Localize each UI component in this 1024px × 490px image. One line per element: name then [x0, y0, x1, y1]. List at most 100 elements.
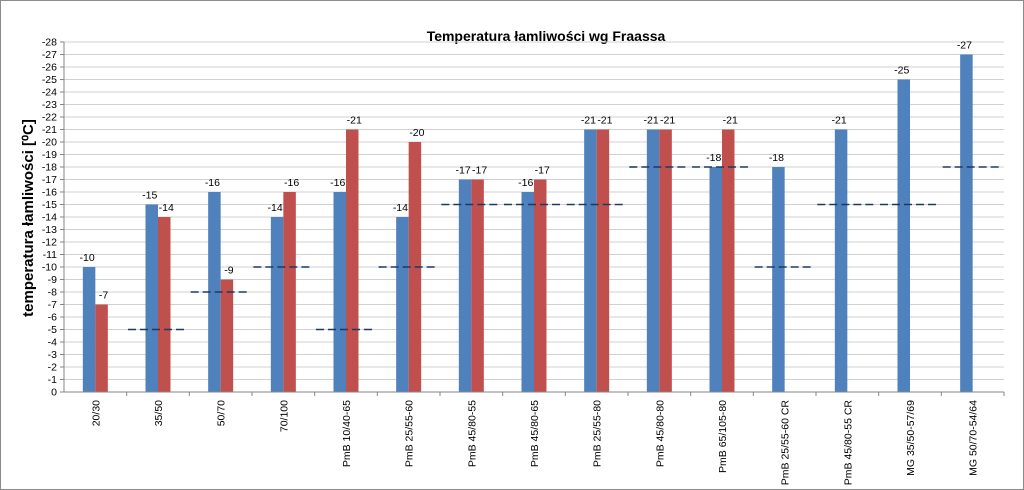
x-tick-label: PmB 25/55-80 — [592, 400, 604, 467]
bar-series-2 — [158, 217, 171, 392]
y-tick-label: -7 — [48, 299, 57, 311]
y-tick-labels: 0-1-2-3-4-5-6-7-8-9-10-11-12-13-14-15-16… — [42, 37, 57, 399]
bar-series-2 — [95, 304, 108, 392]
x-tick-label: 50/70 — [216, 400, 228, 426]
bar-series-2 — [722, 129, 735, 392]
y-tick-label: -28 — [42, 37, 57, 49]
chart-title: Temperatura łamliwości wg Fraassa — [427, 28, 666, 44]
y-tick-label: -11 — [43, 249, 58, 261]
reference-markers — [128, 166, 1003, 331]
x-tick-label: MG 50/70-54/64 — [968, 400, 980, 476]
y-tick-label: -13 — [42, 224, 57, 236]
data-label: -17 — [472, 165, 487, 177]
y-tick-label: -4 — [48, 337, 57, 349]
data-label: -21 — [831, 115, 846, 127]
x-tick-label: PmB 65/105-80 — [717, 400, 729, 473]
data-label: -21 — [643, 115, 658, 127]
y-tick-label: -25 — [42, 74, 57, 86]
data-label: -14 — [393, 202, 408, 214]
bars — [82, 54, 973, 392]
x-tick-label: 20/30 — [90, 400, 102, 426]
data-label: -18 — [769, 152, 784, 164]
x-tick-label: PmB 45/80-80 — [654, 400, 666, 467]
bar-series-1 — [709, 167, 722, 392]
y-tick-label: -2 — [48, 362, 57, 374]
y-tick-label: -19 — [42, 149, 57, 161]
data-label: -16 — [284, 177, 299, 189]
bar-series-1 — [458, 179, 472, 392]
data-label: -18 — [706, 152, 721, 164]
data-label: -10 — [79, 252, 94, 264]
y-tick-label: -22 — [42, 112, 57, 124]
x-tick-label: PmB 45/80-55 — [466, 400, 478, 467]
bar-series-1 — [145, 204, 158, 392]
x-tick-label: 70/100 — [278, 400, 290, 432]
y-axis-label: temperatura łamliwości [⁰C] — [20, 119, 37, 317]
bar-series-1 — [772, 167, 785, 392]
y-tick-label: -12 — [42, 237, 57, 249]
y-tick-label: -9 — [48, 274, 57, 286]
data-label: -21 — [723, 115, 738, 127]
x-tick-label: PmB 25/55-60 CR — [780, 400, 792, 486]
bar-series-2 — [471, 179, 484, 392]
data-label: -16 — [205, 177, 220, 189]
bar-series-2 — [659, 129, 672, 392]
bar-series-2 — [596, 129, 610, 392]
y-tick-label: -23 — [42, 99, 57, 111]
data-label: -7 — [99, 290, 108, 302]
x-tick-label: PmB 45/80-55 CR — [842, 400, 854, 486]
y-tick-label: -14 — [42, 212, 57, 224]
bar-series-1 — [333, 192, 346, 392]
bar-series-1 — [897, 79, 910, 392]
data-label: -27 — [957, 40, 972, 52]
y-tick-label: -27 — [42, 49, 57, 61]
data-label: -21 — [660, 115, 675, 127]
bar-series-1 — [960, 54, 973, 392]
x-tick-labels: 20/30 35/50 50/70 70/100 PmB 10/40-65 PmB 25/… — [90, 400, 979, 486]
data-label: -14 — [159, 202, 174, 214]
y-tick-label: 0 — [51, 387, 57, 399]
axes — [60, 41, 1005, 396]
data-label: -21 — [347, 115, 362, 127]
data-label: -21 — [581, 115, 596, 127]
bar-series-1 — [396, 217, 409, 392]
x-tick-label: 35/50 — [153, 400, 165, 426]
bar-series-2 — [220, 279, 234, 392]
bar-series-1 — [646, 129, 660, 392]
data-label: -25 — [894, 65, 909, 77]
data-label: -9 — [224, 265, 233, 277]
x-tick-label: MG 35/50-57/69 — [905, 400, 917, 476]
data-labels: -10-7-15-14-16-9-14-16 -16-21-14-20-17 -17… — [79, 40, 972, 302]
bar-series-1 — [584, 129, 597, 392]
y-tick-label: -17 — [42, 174, 57, 186]
y-tick-label: -3 — [48, 349, 57, 361]
x-tick-label: PmB 45/80-65 — [529, 400, 541, 467]
y-tick-label: -5 — [48, 324, 57, 336]
y-tick-label: -10 — [42, 262, 57, 274]
y-tick-label: -24 — [42, 87, 57, 99]
bar-series-2 — [346, 129, 359, 392]
data-label: -21 — [597, 115, 612, 127]
y-tick-label: -21 — [42, 124, 57, 136]
y-tick-label: -20 — [42, 137, 57, 149]
y-tick-label: -18 — [42, 162, 57, 174]
bar-series-1 — [82, 267, 96, 392]
bar-series-2 — [283, 192, 296, 392]
x-tick-label: PmB 25/55-60 — [404, 400, 416, 467]
x-tick-label: PmB 10/40-65 — [341, 400, 353, 467]
data-label: -16 — [518, 177, 533, 189]
y-tick-label: -15 — [42, 199, 57, 211]
y-tick-label: -16 — [42, 187, 57, 199]
bar-series-2 — [534, 179, 547, 392]
y-tick-label: -8 — [48, 287, 57, 299]
data-label: -17 — [535, 165, 550, 177]
data-label: -16 — [330, 177, 345, 189]
bar-series-1 — [521, 192, 534, 392]
bar-series-1 — [208, 192, 221, 392]
data-label: -15 — [142, 190, 157, 202]
bar-series-1 — [834, 129, 848, 392]
y-tick-label: -1 — [48, 374, 57, 386]
data-label: -17 — [455, 165, 470, 177]
